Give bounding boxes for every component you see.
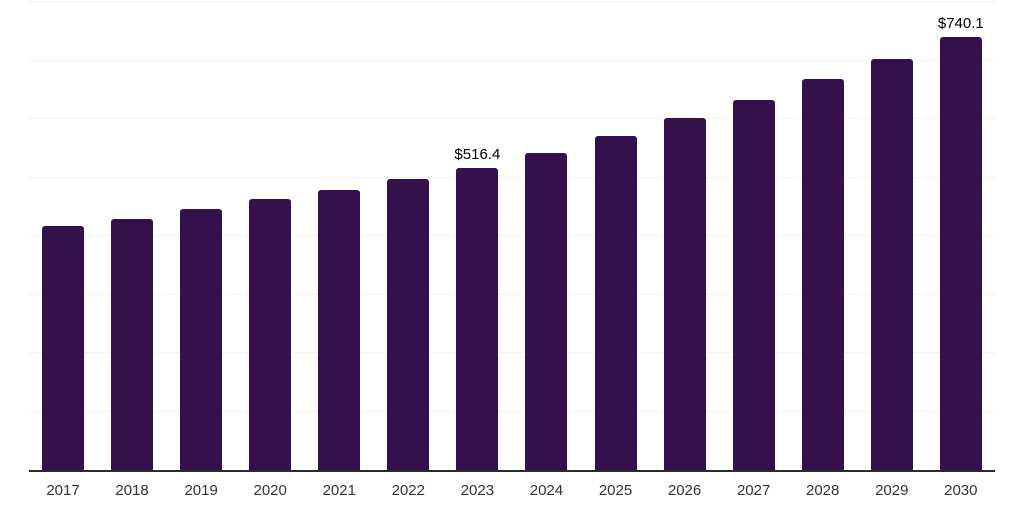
gridline-100 bbox=[29, 410, 995, 412]
gridline-500 bbox=[29, 176, 995, 178]
bar-column-2025 bbox=[594, 2, 637, 470]
bar-2026 bbox=[663, 118, 706, 470]
x-tick-label-2021: 2021 bbox=[322, 482, 356, 499]
bar-column-2022 bbox=[387, 2, 430, 470]
bar-2025 bbox=[594, 135, 637, 470]
bar-2023 bbox=[456, 167, 499, 470]
plot-area: $516.4 $740.1 bbox=[29, 1, 995, 472]
bar-2018 bbox=[111, 218, 154, 470]
bar-column-2026 bbox=[663, 2, 706, 470]
bar-column-2023: $516.4 bbox=[454, 2, 501, 470]
gridlines bbox=[29, 1, 995, 470]
x-axis-labels: 2017 2018 2019 2020 2021 2022 2023 2024 2025 2026… bbox=[29, 483, 995, 498]
gridline-400 bbox=[29, 235, 995, 236]
bar-value-label-2030: $740.1 bbox=[937, 15, 984, 33]
bar-column-2024 bbox=[525, 2, 568, 470]
bar-column-2020 bbox=[249, 2, 292, 470]
gridline-300 bbox=[29, 293, 995, 295]
bar-2024 bbox=[525, 152, 568, 470]
bar-2027 bbox=[732, 100, 775, 470]
bars-container: $516.4 $740.1 bbox=[29, 2, 995, 470]
bar-2019 bbox=[180, 208, 223, 470]
bar-column-2028 bbox=[801, 2, 844, 470]
bar-2030 bbox=[939, 37, 982, 470]
x-tick-label-2028: 2028 bbox=[806, 482, 840, 499]
x-tick-label-2027: 2027 bbox=[736, 482, 771, 499]
x-tick-label-2020: 2020 bbox=[253, 482, 287, 499]
gridline-700 bbox=[29, 59, 995, 61]
gridline-800 bbox=[29, 1, 995, 2]
bar-2017 bbox=[42, 226, 84, 470]
bar-column-2019 bbox=[180, 2, 223, 470]
gridline-600 bbox=[29, 118, 995, 119]
x-tick-label-2023: 2023 bbox=[460, 482, 495, 499]
bar-2028 bbox=[801, 79, 844, 470]
x-tick-label-2019: 2019 bbox=[184, 482, 218, 499]
x-tick-label-2026: 2026 bbox=[667, 482, 702, 499]
bar-value-label-2023: $516.4 bbox=[454, 145, 501, 163]
bar-column-2027 bbox=[732, 2, 775, 470]
bar-column-2017 bbox=[42, 2, 84, 470]
x-tick-label-2025: 2025 bbox=[598, 482, 633, 499]
bar-2021 bbox=[318, 189, 361, 470]
x-tick-label-2029: 2029 bbox=[875, 482, 909, 499]
x-tick-label-2024: 2024 bbox=[529, 482, 564, 499]
bar-2022 bbox=[387, 178, 430, 470]
bar-column-2029 bbox=[870, 2, 913, 470]
bar-column-2030: $740.1 bbox=[937, 2, 984, 470]
bar-column-2018 bbox=[111, 2, 154, 470]
x-tick-label-2022: 2022 bbox=[391, 482, 425, 499]
bar-2029 bbox=[870, 58, 913, 470]
x-tick-label-2018: 2018 bbox=[115, 482, 149, 499]
gridline-200 bbox=[29, 352, 995, 353]
x-tick-label-2030: 2030 bbox=[944, 482, 978, 499]
bar-column-2021 bbox=[318, 2, 361, 470]
bar-2020 bbox=[249, 199, 292, 470]
x-tick-label-2017: 2017 bbox=[46, 482, 80, 499]
